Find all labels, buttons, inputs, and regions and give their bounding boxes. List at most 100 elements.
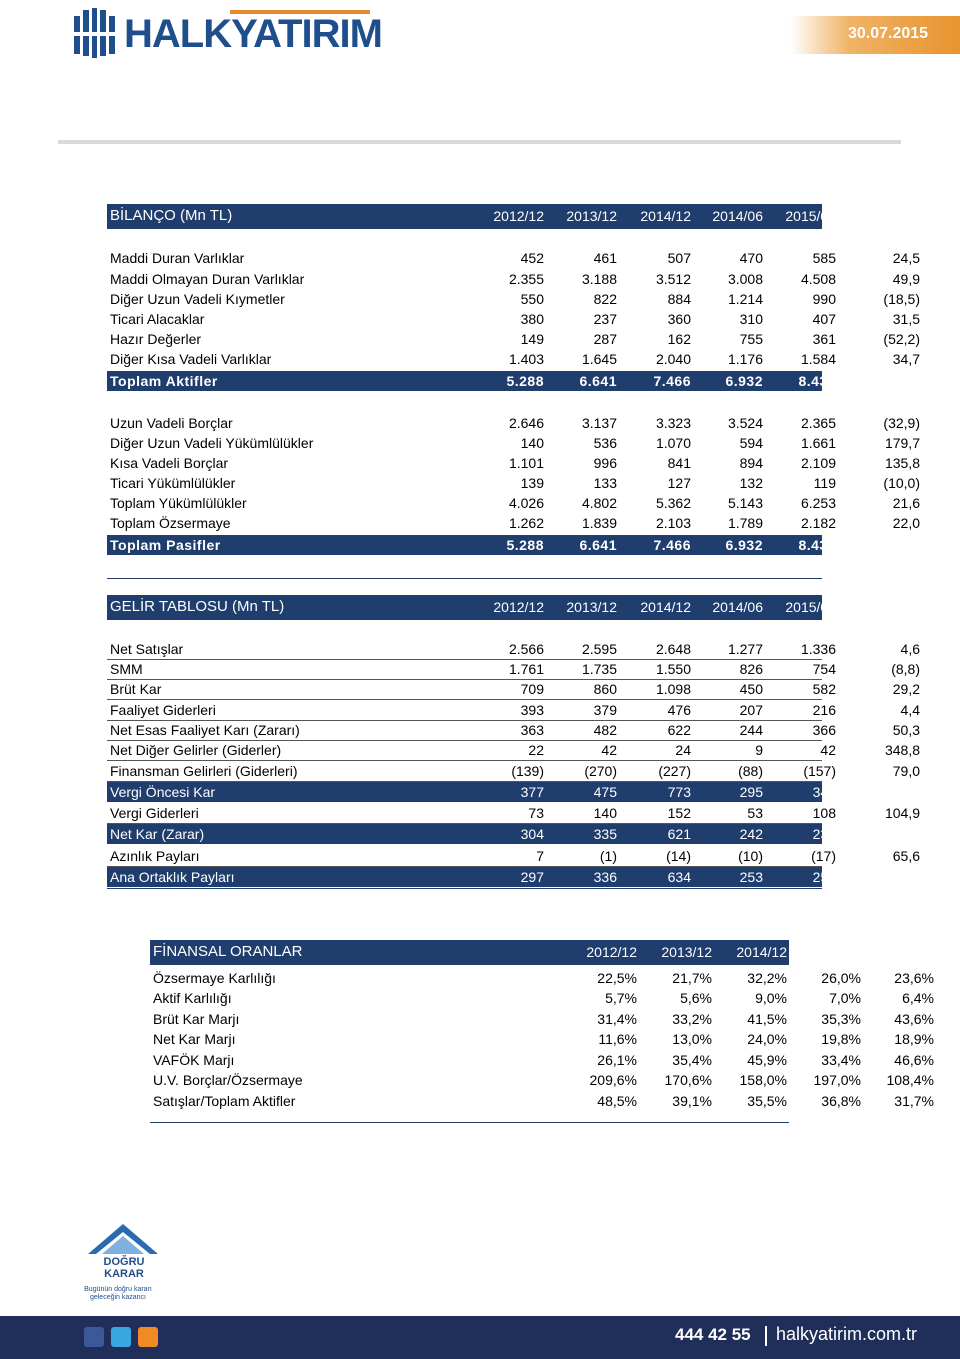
row-value: 36,8% (821, 1093, 861, 1109)
row-value: 2.646 (508, 415, 544, 431)
row-value: 21,6 (892, 495, 920, 511)
row-value: 41,5% (747, 1011, 787, 1027)
row-value: (270) (584, 763, 617, 779)
row-value: 1.214 (727, 291, 763, 307)
row-value: 6.932 (725, 373, 763, 389)
row: Kısa Vadeli Borçlar 1.101 996 841 894 2.109 13… (107, 453, 920, 473)
header-col: 2013/12 (661, 944, 712, 960)
row-value: 31,4% (597, 1011, 637, 1027)
row-value: 3.137 (581, 415, 617, 431)
row-value: 550 (520, 291, 544, 307)
header-col: 2014/06 (712, 208, 763, 224)
row-value: 841 (667, 455, 691, 471)
row-value: 4.026 (508, 495, 544, 511)
row-value: 21,7 (890, 373, 920, 389)
row-value: 287 (593, 331, 617, 347)
row-value: 5.143 (727, 495, 763, 511)
row: Maddi Olmayan Duran Varlıklar 2.355 3.188 3… (107, 269, 920, 289)
header-title: GELİR TABLOSU (Mn TL) (110, 598, 285, 615)
row-value: 3.323 (655, 415, 691, 431)
date: 30.07.2015 (848, 25, 929, 42)
row-value: 1.336 (800, 641, 836, 657)
total-row: Toplam Pasifler 5.288 6.641 7.466 6.932 8.435… (107, 535, 919, 555)
row-value: 621 (667, 826, 691, 842)
row-value: 1.735 (581, 661, 617, 677)
header-col: 2015/06 (785, 599, 836, 615)
row-value: 366 (812, 722, 836, 738)
row-value: 42 (601, 742, 617, 758)
total-row: Net Kar (Zarar) 304 335 621 242 236 (2,6) (107, 824, 920, 844)
row-value: 39,1% (672, 1093, 712, 1109)
row-value: 476 (667, 702, 691, 718)
row-value: 754 (812, 661, 836, 677)
row-value: 582 (812, 681, 836, 697)
footer-divider (765, 1326, 767, 1346)
row-value: 380 (520, 311, 544, 327)
row-value: 1.277 (727, 641, 763, 657)
row-value: 379 (593, 702, 617, 718)
row-label: Net Esas Faaliyet Karı (Zararı) (110, 722, 300, 738)
row-label: Kısa Vadeli Borçlar (110, 455, 229, 471)
total-row: Ana Ortaklık Payları 297 336 634 253 253 0,1 (107, 867, 920, 887)
row-label: Diğer Uzun Vadeli Yükümlülükler (110, 435, 314, 451)
row-value: 4.508 (800, 271, 836, 287)
brand-slogan: Bugünün doğru kararı geleceğin kazancı (84, 1286, 152, 1301)
row-value: 826 (739, 661, 763, 677)
row-value: 33,2% (672, 1011, 712, 1027)
row: Maddi Duran Varlıklar 452 461 507 470 585 24,5 (107, 248, 920, 268)
row-label: Ticari Alacaklar (110, 311, 205, 327)
row-label: Net Satışlar (110, 641, 184, 657)
row: Diğer Kısa Vadeli Varlıklar 1.403 1.645 2.0… (107, 349, 920, 369)
row-value: 8.435 (798, 373, 836, 389)
row-value: (2,6) (891, 826, 920, 842)
row-value: 140 (593, 805, 617, 821)
row-value: 139 (520, 475, 544, 491)
facebook-icon[interactable] (84, 1327, 104, 1347)
row-value: 236 (812, 826, 836, 842)
row: Ticari Alacaklar 380 237 360 310 407 31,5 (107, 309, 920, 329)
row-value: 35,5% (747, 1093, 787, 1109)
row-value: 1.645 (581, 351, 617, 367)
row-value: 4,4 (900, 702, 920, 718)
row-value: 209,6% (589, 1072, 637, 1088)
row-value: 35,3% (821, 1011, 861, 1027)
row-value: 13,0% (672, 1031, 712, 1047)
brand-name: DOĞRU KARAR (103, 1256, 145, 1280)
row-value: 5,7% (605, 990, 637, 1006)
row-label: Maddi Olmayan Duran Varlıklar (110, 271, 305, 287)
row-value: (139) (511, 763, 544, 779)
row-label: VAFÖK Marjı (153, 1052, 235, 1068)
row-value: 73 (528, 805, 544, 821)
row-label: Toplam Aktifler (110, 373, 218, 389)
row-value: (227) (658, 763, 691, 779)
row-value: 482 (593, 722, 617, 738)
row-value: (88) (738, 763, 763, 779)
row-value: 216 (812, 702, 836, 718)
row-value: 2.566 (508, 641, 544, 657)
twitter-icon[interactable] (111, 1327, 131, 1347)
table-rule (107, 578, 822, 579)
header-col: 2014/06 (810, 944, 861, 960)
row-value: 149 (520, 331, 544, 347)
row-value: 860 (593, 681, 617, 697)
row: Finansman Gelirleri (Giderleri) (139) (270… (107, 761, 920, 782)
row-label: U.V. Borçlar/Özsermaye (153, 1072, 303, 1088)
header-col: %Değ (881, 208, 920, 224)
row-value: 6.253 (800, 495, 836, 511)
row-value: 8.435 (798, 537, 836, 553)
row-value: 16,5 (892, 784, 920, 800)
row-value: 45,9% (747, 1052, 787, 1068)
row-value: 6.932 (725, 537, 763, 553)
row: Azınlık Payları 7 (1) (14) (10) (17) 65,6 (107, 846, 920, 867)
footer-bar (0, 1316, 960, 1359)
rss-icon[interactable] (138, 1327, 158, 1347)
row-label: Toplam Pasifler (110, 537, 221, 553)
row-value: (17) (811, 848, 836, 864)
row-value: 21,7 (890, 537, 920, 553)
row-value: 360 (667, 311, 691, 327)
phone: 444 42 55 (675, 1325, 751, 1344)
row-value: 42 (820, 742, 836, 758)
row: Özsermaye Karlılığı 22,5% 21,7% 32,2% 26,0% 2… (150, 968, 934, 988)
row-label: Aktif Karlılığı (153, 990, 232, 1006)
